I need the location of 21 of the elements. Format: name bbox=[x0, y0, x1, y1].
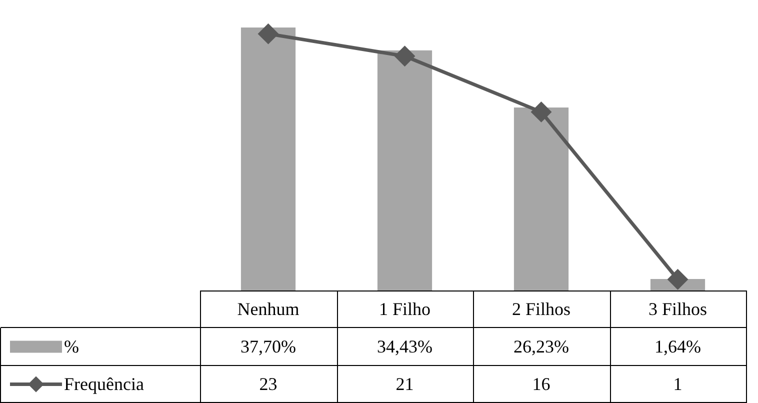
bar bbox=[377, 50, 432, 290]
x-tick-label: 2 Filhos bbox=[512, 298, 571, 319]
bar bbox=[514, 108, 569, 290]
point bbox=[668, 270, 688, 290]
bar bbox=[240, 28, 296, 290]
data-label: 1 bbox=[673, 374, 682, 394]
x-tick-label: Nenhum bbox=[237, 298, 300, 319]
legend-label: % bbox=[64, 336, 79, 356]
data-label: 1,64% bbox=[654, 336, 701, 356]
point bbox=[258, 24, 278, 44]
data-label: 23 bbox=[259, 374, 278, 394]
x-tick-label: 3 Filhos bbox=[648, 298, 708, 319]
data-label: 26,23% bbox=[514, 336, 569, 356]
legend-label: Frequência bbox=[64, 374, 144, 394]
data-label: 37,70% bbox=[240, 336, 296, 356]
data-label: 34,43% bbox=[377, 336, 432, 356]
data-label: 16 bbox=[532, 374, 550, 394]
x-tick-label: 1 Filho bbox=[378, 298, 431, 319]
point bbox=[395, 46, 414, 66]
point bbox=[532, 102, 551, 122]
data-label: 21 bbox=[396, 374, 414, 394]
